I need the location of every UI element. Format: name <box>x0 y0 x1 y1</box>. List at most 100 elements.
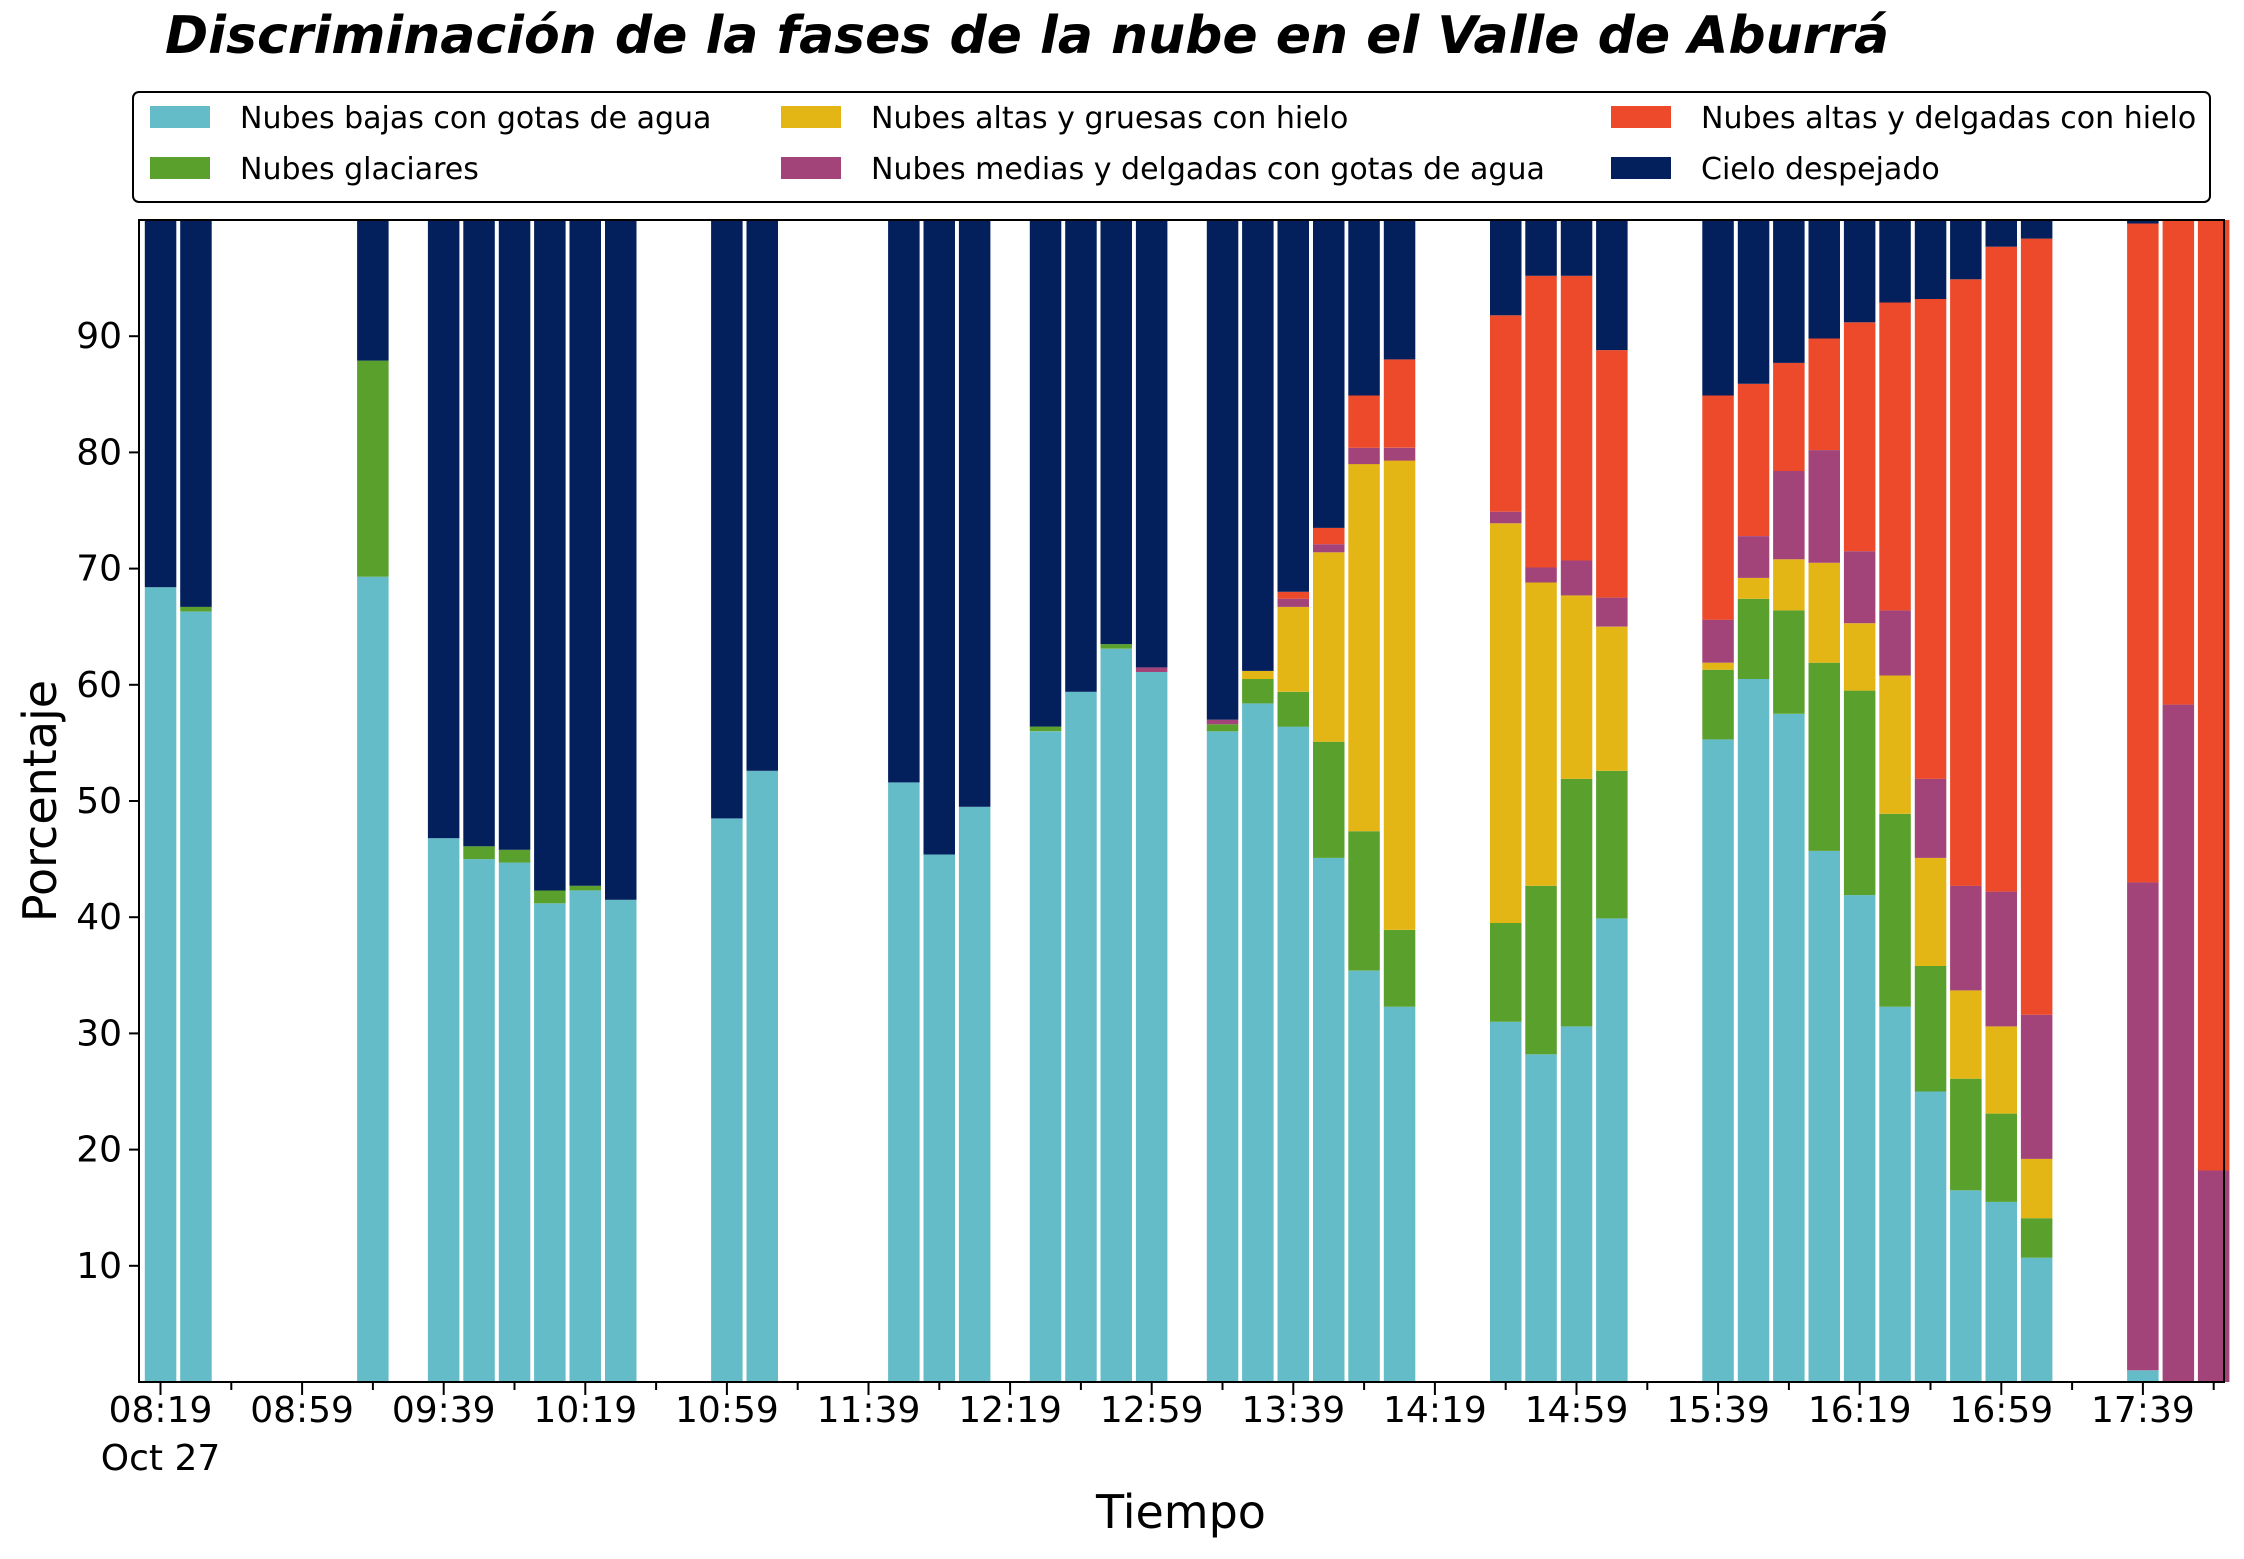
bar-segment <box>1277 220 1309 592</box>
y-axis-label: Porcentaje <box>13 680 67 922</box>
bar-segment <box>1135 672 1168 1382</box>
bar-stack <box>1135 220 1168 1382</box>
bar-segment <box>2127 223 2159 883</box>
legend-item: Nubes altas y delgadas con hielo <box>1611 101 2196 136</box>
bar-segment <box>1808 450 1840 563</box>
bar-segment <box>180 611 212 1382</box>
bar-segment <box>1313 544 1345 553</box>
bar-stack <box>1843 220 1876 1382</box>
x-tick-label: 14:59 <box>1525 1390 1629 1431</box>
bar-segment <box>534 903 566 1382</box>
bar-segment <box>1914 966 1947 1092</box>
bar-segment <box>1490 523 1522 923</box>
bar-stack <box>1313 220 1345 1382</box>
bar-segment <box>1596 597 1628 627</box>
bar-segment <box>711 220 743 819</box>
legend-swatch <box>781 157 841 179</box>
bar-segment <box>534 220 566 891</box>
chart-title: Discriminación de la fases de la nube en… <box>165 6 1890 66</box>
bar-stack <box>605 220 637 1382</box>
bar-segment <box>1525 1054 1557 1382</box>
x-tick-label: 16:19 <box>1808 1390 1912 1431</box>
bar-stack <box>498 220 531 1382</box>
bar-segment <box>1950 885 1982 991</box>
bar-segment <box>1029 726 1062 732</box>
bar-segment <box>144 587 177 1382</box>
bar-segment <box>1206 724 1239 732</box>
legend-item: Nubes glaciares <box>150 152 479 187</box>
bar-segment <box>958 220 991 807</box>
bar-segment <box>2020 220 2053 239</box>
bar-stack <box>746 220 778 1382</box>
legend-item: Nubes medias y delgadas con gotas de agu… <box>781 152 1545 187</box>
y-axis: 10 20 30 40 50 60 70 80 90 <box>76 316 139 1287</box>
bar-stack <box>1914 220 1947 1382</box>
legend-item: Cielo despejado <box>1611 152 1940 187</box>
bar-segment <box>888 220 920 783</box>
bar-segment <box>1879 220 1911 303</box>
legend-label: Nubes altas y gruesas con hielo <box>871 101 1348 136</box>
bar-segment <box>1242 679 1274 704</box>
bar-segment <box>1843 690 1876 896</box>
bar-segment <box>180 220 212 607</box>
bar-segment <box>2162 220 2195 705</box>
bar-segment <box>1560 560 1593 596</box>
legend-swatch <box>1611 157 1671 179</box>
bar-segment <box>463 846 495 860</box>
bar-segment <box>1348 220 1380 396</box>
bar-segment <box>958 806 991 1382</box>
bar-segment <box>1737 679 1770 1382</box>
x-tick-label: 16:59 <box>1949 1390 2053 1431</box>
bar-stack <box>1737 220 1770 1382</box>
bar-segment <box>1737 577 1770 599</box>
bar-segment <box>1525 885 1557 1055</box>
bar-stack <box>1525 220 1557 1382</box>
bar-segment <box>1242 220 1274 671</box>
bar-segment <box>569 885 601 891</box>
y-tick-label: 70 <box>76 549 122 590</box>
bar-segment <box>1560 1026 1593 1382</box>
bar-stack <box>357 220 389 1382</box>
y-tick-label: 60 <box>76 665 122 706</box>
x-tick-label: 12:19 <box>958 1390 1062 1431</box>
bar-segment <box>2127 882 2159 1371</box>
bar-segment <box>1029 220 1062 727</box>
bar-segment <box>1313 741 1345 858</box>
bar-segment <box>1985 246 2017 892</box>
x-tick-label: 08:59 <box>250 1390 354 1431</box>
bar-segment <box>1313 552 1345 742</box>
bar-segment <box>1525 567 1557 583</box>
bar-segment <box>1206 731 1239 1382</box>
bar-segment <box>1737 383 1770 536</box>
bar-segment <box>357 360 389 577</box>
bar-segment <box>1560 595 1593 779</box>
bar-segment <box>1383 447 1416 461</box>
bar-stack <box>2162 220 2195 1382</box>
bar-segment <box>1277 591 1309 599</box>
bar-segment <box>746 770 778 1382</box>
bar-segment <box>923 220 955 855</box>
y-tick-label: 40 <box>76 897 122 938</box>
bar-stack <box>958 220 991 1382</box>
bar-segment <box>1383 930 1416 1007</box>
x-tick-label: 15:39 <box>1666 1390 1770 1431</box>
legend-item: Nubes altas y gruesas con hielo <box>781 101 1348 136</box>
bar-segment <box>1702 662 1734 670</box>
bar-stack <box>711 220 743 1382</box>
x-tick-label: 14:19 <box>1383 1390 1487 1431</box>
bar-segment <box>1525 220 1557 276</box>
bar-segment <box>1490 315 1522 512</box>
bar-segment <box>1206 719 1239 725</box>
bar-segment <box>1100 220 1132 645</box>
bar-segment <box>463 220 495 847</box>
bar-segment <box>463 859 495 1382</box>
bar-segment <box>569 890 601 1382</box>
bar-segment <box>1879 1006 1911 1382</box>
bar-segment <box>1065 220 1097 692</box>
bar-segment <box>2020 238 2053 1015</box>
bar-segment <box>2020 1257 2053 1382</box>
bar-stack <box>1808 220 1840 1382</box>
x-tick-label: 13:39 <box>1241 1390 1345 1431</box>
bar-segment <box>2020 1218 2053 1258</box>
bar-segment <box>427 220 460 839</box>
